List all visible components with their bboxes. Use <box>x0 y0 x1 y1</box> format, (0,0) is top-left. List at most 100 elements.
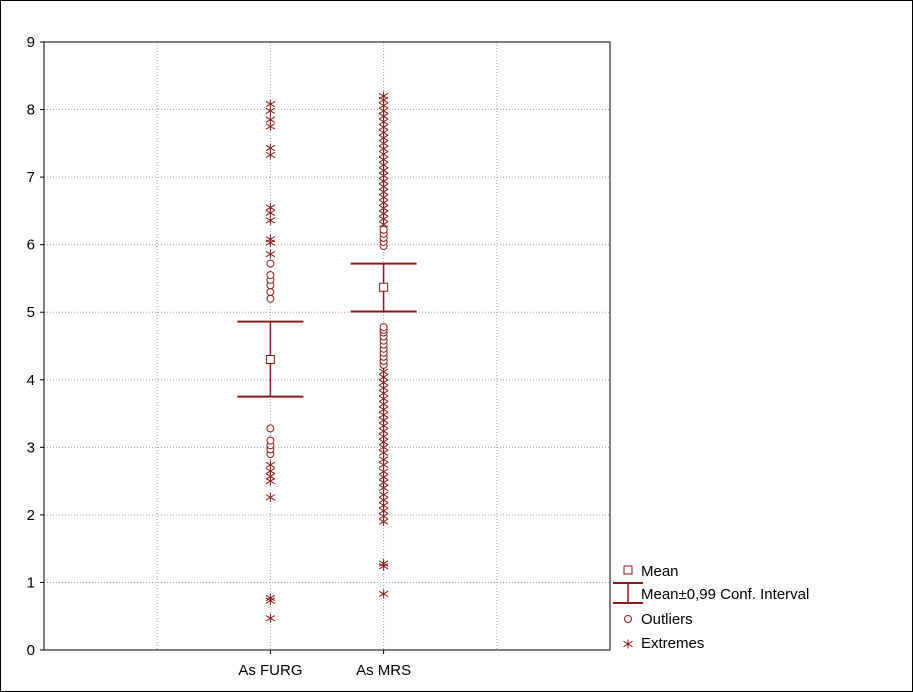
extreme-point <box>265 115 276 125</box>
extreme-stroke <box>378 395 389 402</box>
legend-ci-symbol <box>613 582 643 604</box>
y-axis: 0 1 2 3 4 5 6 7 8 9 <box>27 34 44 659</box>
extreme-stroke <box>378 433 389 440</box>
legend-mean-label: Mean <box>641 563 679 580</box>
extreme-point <box>378 91 389 101</box>
extreme-point <box>265 492 276 502</box>
extreme-stroke <box>378 473 389 481</box>
extreme-stroke <box>378 161 389 169</box>
series-0 <box>237 99 304 623</box>
extreme-point <box>265 99 276 109</box>
outlier-point <box>266 436 275 445</box>
extreme-stroke <box>378 183 389 190</box>
extreme-stroke <box>378 479 389 486</box>
extreme-point <box>378 559 389 569</box>
extreme-stroke <box>265 477 276 485</box>
extreme-stroke <box>378 129 389 136</box>
extreme-stroke <box>378 507 389 514</box>
extreme-stroke <box>378 215 389 223</box>
outlier-point <box>379 323 388 332</box>
extreme-stroke <box>378 210 389 217</box>
extreme-stroke <box>378 123 389 131</box>
extreme-stroke <box>378 468 389 475</box>
series-1 <box>350 91 417 599</box>
y-tick-label: 1 <box>27 574 35 591</box>
extreme-stroke <box>378 411 389 419</box>
extreme-stroke <box>265 107 276 115</box>
extreme-stroke <box>378 491 389 498</box>
y-tick-label: 2 <box>27 507 35 524</box>
extreme-stroke <box>265 116 276 123</box>
extreme-stroke <box>378 221 389 228</box>
grid-lines <box>44 42 610 650</box>
mean-point <box>379 282 389 292</box>
extreme-stroke <box>378 417 389 424</box>
y-tick-label: 9 <box>27 34 35 51</box>
extreme-stroke <box>265 250 276 258</box>
extreme-stroke <box>378 484 389 491</box>
extreme-stroke <box>378 590 389 598</box>
extreme-stroke <box>378 449 389 456</box>
y-tick-label: 8 <box>27 102 35 119</box>
extreme-stroke <box>265 209 276 217</box>
extreme-stroke <box>378 151 389 158</box>
y-tick-label: 7 <box>27 169 35 186</box>
extreme-stroke <box>378 172 389 179</box>
extreme-stroke <box>378 178 389 185</box>
extreme-stroke <box>265 217 276 224</box>
extreme-stroke <box>378 205 389 212</box>
extreme-stroke <box>378 102 389 109</box>
extreme-stroke <box>265 204 276 211</box>
legend: Mean Mean±0,99 Conf. Interval Outliers E… <box>613 563 809 652</box>
extreme-stroke <box>378 199 389 206</box>
extreme-stroke <box>378 92 389 100</box>
extreme-stroke <box>265 151 276 158</box>
legend-outlier-symbol <box>624 615 632 623</box>
legend-ci-label: Mean±0,99 Conf. Interval <box>641 586 809 603</box>
extreme-stroke <box>265 461 276 469</box>
extreme-stroke <box>378 422 389 429</box>
extreme-stroke <box>378 560 389 567</box>
extreme-stroke <box>378 188 389 196</box>
extreme-stroke <box>265 101 276 108</box>
x-tick-label: As FURG <box>238 662 302 679</box>
extreme-point <box>265 234 276 244</box>
extreme-stroke <box>378 438 389 446</box>
extreme-stroke <box>265 494 276 501</box>
outlier-point <box>379 225 388 234</box>
mean-point <box>265 355 275 365</box>
outlier-point <box>266 424 275 433</box>
extreme-stroke <box>378 145 389 152</box>
x-tick-label: As MRS <box>356 662 411 679</box>
extreme-point <box>265 249 276 259</box>
x-axis: As FURG As MRS <box>238 650 411 679</box>
extreme-stroke <box>265 123 276 130</box>
extreme-point <box>378 589 389 599</box>
extreme-stroke <box>378 107 389 115</box>
legend-outliers-label: Outliers <box>641 611 693 628</box>
extreme-stroke <box>378 461 389 469</box>
extreme-stroke <box>378 373 389 381</box>
y-tick-label: 3 <box>27 439 35 456</box>
extreme-stroke <box>378 513 389 520</box>
legend-mean-marker <box>623 565 633 575</box>
legend-extreme-symbol <box>623 639 633 649</box>
extreme-stroke <box>378 502 389 509</box>
y-tick-label: 5 <box>27 304 35 321</box>
extreme-stroke <box>378 167 389 174</box>
outlier-point <box>266 259 275 268</box>
extreme-point <box>265 143 276 153</box>
y-tick-label: 4 <box>27 372 35 389</box>
extreme-stroke <box>378 456 389 463</box>
extreme-stroke <box>378 113 389 120</box>
legend-mean-symbol <box>623 565 633 575</box>
extreme-stroke <box>378 379 389 386</box>
y-tick-label: 0 <box>27 642 35 659</box>
extreme-point <box>265 613 276 623</box>
extreme-stroke <box>378 518 389 525</box>
extreme-stroke <box>378 118 389 125</box>
extreme-stroke <box>265 615 276 622</box>
extreme-stroke <box>623 640 633 648</box>
extreme-point <box>265 460 276 470</box>
